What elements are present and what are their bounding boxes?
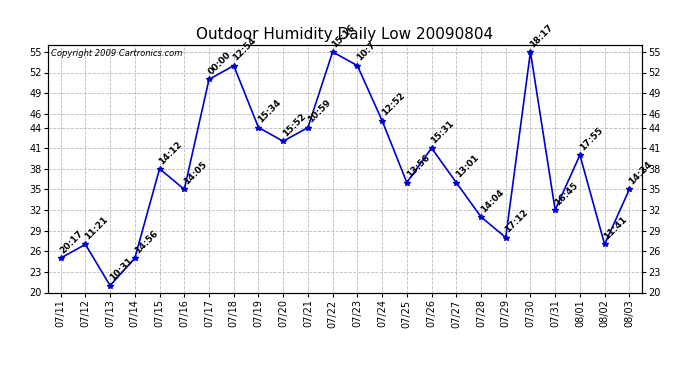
Text: 14:05: 14:05 <box>182 160 208 187</box>
Text: 00:00: 00:00 <box>207 50 233 76</box>
Text: 12:54: 12:54 <box>232 36 258 63</box>
Text: 10:7: 10:7 <box>355 40 377 63</box>
Text: 13:01: 13:01 <box>454 153 480 180</box>
Text: 16:45: 16:45 <box>553 180 580 207</box>
Text: 12:52: 12:52 <box>380 91 406 118</box>
Text: 15:16: 15:16 <box>331 22 357 49</box>
Text: 14:24: 14:24 <box>627 160 654 187</box>
Title: Outdoor Humidity Daily Low 20090804: Outdoor Humidity Daily Low 20090804 <box>197 27 493 42</box>
Text: 15:34: 15:34 <box>256 98 283 125</box>
Text: 14:56: 14:56 <box>132 229 159 255</box>
Text: 20:17: 20:17 <box>59 229 85 255</box>
Text: 14:04: 14:04 <box>479 188 506 214</box>
Text: 15:52: 15:52 <box>281 112 308 138</box>
Text: 10:31: 10:31 <box>108 256 135 283</box>
Text: 10:59: 10:59 <box>306 98 333 125</box>
Text: 15:31: 15:31 <box>429 119 456 146</box>
Text: Copyright 2009 Cartronics.com: Copyright 2009 Cartronics.com <box>51 49 183 58</box>
Text: 17:12: 17:12 <box>504 208 530 235</box>
Text: 11:21: 11:21 <box>83 215 110 242</box>
Text: 11:41: 11:41 <box>602 215 629 242</box>
Text: 18:17: 18:17 <box>529 22 555 49</box>
Text: 17:55: 17:55 <box>578 126 604 152</box>
Text: 14:12: 14:12 <box>157 139 184 166</box>
Text: 13:56: 13:56 <box>404 153 431 180</box>
